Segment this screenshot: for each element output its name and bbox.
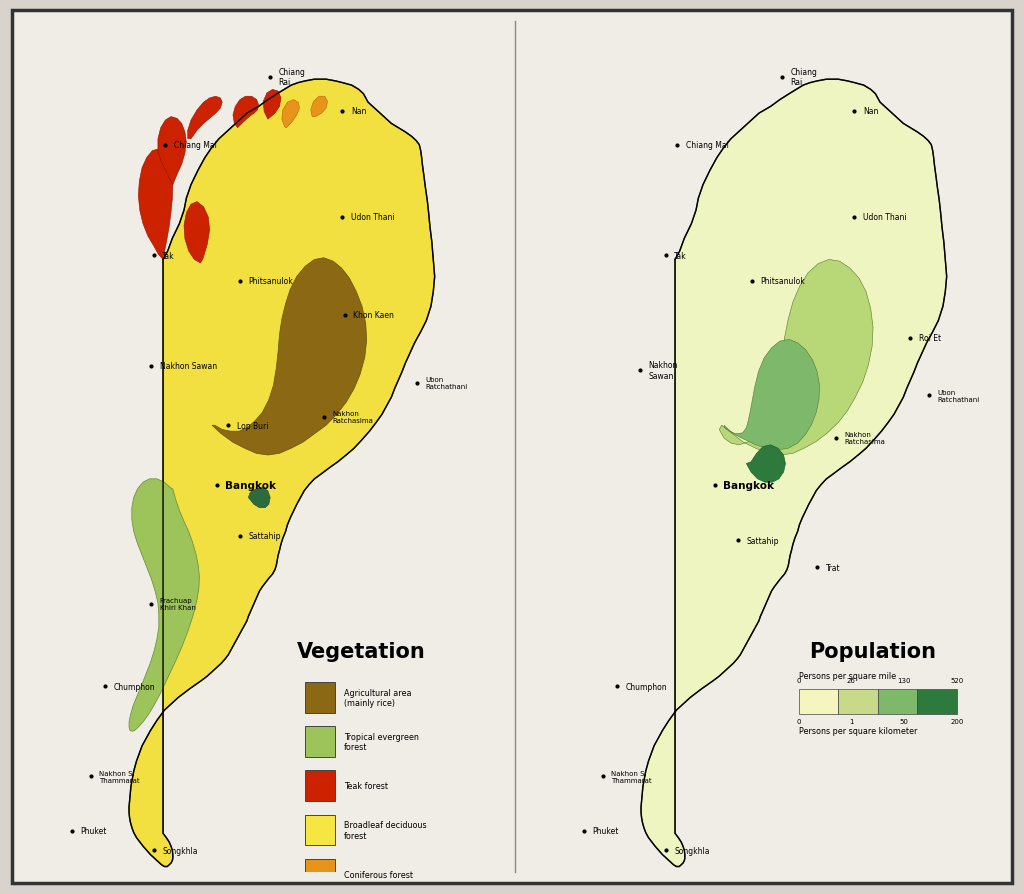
Text: Nakhon Si
Thammarat: Nakhon Si Thammarat	[611, 770, 652, 783]
Polygon shape	[248, 488, 270, 508]
Polygon shape	[282, 100, 300, 129]
Text: Tropical evergreen
forest: Tropical evergreen forest	[344, 732, 419, 751]
Text: Chumphon: Chumphon	[626, 682, 667, 691]
Text: Nan: Nan	[351, 107, 367, 116]
Text: Coniferous forest: Coniferous forest	[344, 870, 413, 879]
Text: Persons per square kilometer: Persons per square kilometer	[799, 726, 916, 735]
Polygon shape	[129, 80, 434, 866]
Polygon shape	[232, 97, 258, 129]
Text: Roi Et: Roi Et	[919, 333, 941, 342]
Text: Vegetation: Vegetation	[297, 641, 425, 661]
Text: 26: 26	[847, 678, 856, 683]
FancyBboxPatch shape	[838, 689, 878, 714]
Polygon shape	[746, 445, 785, 483]
FancyBboxPatch shape	[305, 682, 336, 713]
Text: Ubon
Ratchathani: Ubon Ratchathani	[937, 390, 980, 402]
Text: Songkhla: Songkhla	[674, 846, 710, 855]
Text: 1: 1	[849, 718, 854, 724]
Text: Tak: Tak	[674, 251, 687, 260]
Text: Nakhon
Ratchasima: Nakhon Ratchasima	[844, 432, 885, 445]
Text: 50: 50	[900, 718, 908, 724]
Polygon shape	[129, 479, 200, 731]
Text: Sattahip: Sattahip	[746, 536, 779, 545]
Text: Broadleaf deciduous
forest: Broadleaf deciduous forest	[344, 821, 426, 839]
Text: Phuket: Phuket	[593, 826, 618, 835]
Text: Teak forest: Teak forest	[344, 781, 388, 790]
Text: 130: 130	[897, 678, 911, 683]
Text: Udon Thani: Udon Thani	[863, 213, 906, 223]
Polygon shape	[158, 117, 186, 185]
Text: Persons per square mile: Persons per square mile	[799, 671, 896, 680]
Text: Phitsanulok: Phitsanulok	[760, 277, 805, 286]
Polygon shape	[724, 340, 819, 451]
Text: Trat: Trat	[825, 563, 840, 572]
Polygon shape	[263, 90, 281, 120]
Text: Chiang
Rai: Chiang Rai	[279, 68, 305, 88]
Text: Udon Thani: Udon Thani	[351, 213, 394, 223]
Text: Population: Population	[810, 641, 937, 661]
Text: Phuket: Phuket	[81, 826, 106, 835]
Text: Nakhon
Sawan: Nakhon Sawan	[648, 361, 678, 380]
Text: Chiang Mai: Chiang Mai	[686, 141, 729, 150]
Text: Nakhon Si
Thammarat: Nakhon Si Thammarat	[99, 770, 140, 783]
Text: Bangkok: Bangkok	[225, 480, 276, 490]
Text: Chiang
Rai: Chiang Rai	[791, 68, 817, 88]
Text: Phitsanulok: Phitsanulok	[248, 277, 293, 286]
Polygon shape	[138, 150, 173, 260]
Polygon shape	[187, 97, 222, 139]
FancyBboxPatch shape	[305, 771, 336, 801]
Text: 0: 0	[797, 678, 801, 683]
FancyBboxPatch shape	[305, 859, 336, 890]
Text: Sattahip: Sattahip	[248, 532, 281, 541]
Text: Tak: Tak	[162, 251, 175, 260]
FancyBboxPatch shape	[799, 689, 838, 714]
Text: Chumphon: Chumphon	[114, 682, 155, 691]
Text: Prachuap
Khiri Khan: Prachuap Khiri Khan	[160, 597, 196, 611]
Text: Agricultural area
(mainly rice): Agricultural area (mainly rice)	[344, 687, 412, 707]
Text: 520: 520	[950, 678, 964, 683]
Text: Khon Kaen: Khon Kaen	[353, 311, 394, 320]
Polygon shape	[212, 258, 367, 456]
FancyBboxPatch shape	[305, 814, 336, 846]
Text: Bangkok: Bangkok	[723, 480, 774, 490]
Text: Nakhon
Ratchasima: Nakhon Ratchasima	[332, 410, 373, 424]
Polygon shape	[641, 80, 946, 866]
Text: Ubon
Ratchathani: Ubon Ratchathani	[425, 376, 468, 390]
Polygon shape	[719, 260, 873, 456]
FancyBboxPatch shape	[12, 11, 1012, 883]
FancyBboxPatch shape	[918, 689, 956, 714]
Text: Nakhon Sawan: Nakhon Sawan	[160, 362, 217, 371]
Polygon shape	[310, 97, 328, 117]
FancyBboxPatch shape	[305, 727, 336, 757]
Polygon shape	[184, 202, 210, 264]
Text: Songkhla: Songkhla	[162, 846, 198, 855]
Text: Lop Buri: Lop Buri	[237, 421, 268, 430]
Text: 200: 200	[950, 718, 964, 724]
Text: Chiang Mai: Chiang Mai	[174, 141, 217, 150]
FancyBboxPatch shape	[878, 689, 918, 714]
Text: Nan: Nan	[863, 107, 879, 116]
Text: 0: 0	[797, 718, 801, 724]
